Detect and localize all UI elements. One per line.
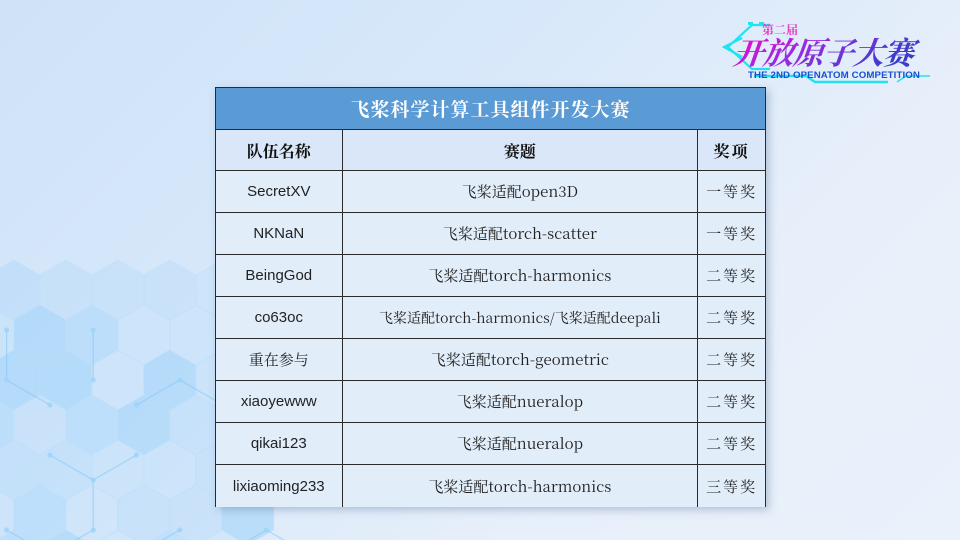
svg-text:开放原子大赛: 开放原子大赛: [731, 28, 922, 73]
svg-text:THE 2ND OPENATOM COMPETITION: THE 2ND OPENATOM COMPETITION: [748, 70, 920, 81]
